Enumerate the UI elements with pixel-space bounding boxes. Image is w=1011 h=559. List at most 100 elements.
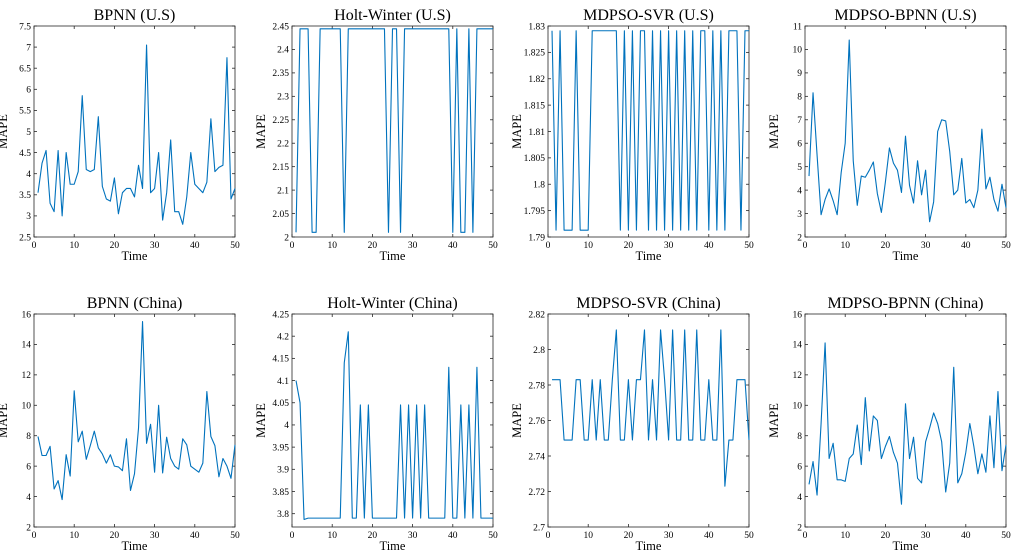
y-axis-label: MAPE [767,403,781,438]
chart-title: MDPSO-BPNN (China) [827,295,983,312]
y-tick-label: 2.82 [528,310,545,320]
y-tick-label: 2.05 [272,210,289,220]
y-axis-label: MAPE [0,114,10,149]
y-tick-label: 2.5 [19,233,31,243]
chart-title: MDPSO-BPNN (U.S) [834,7,976,24]
x-tick-label: 40 [190,531,200,541]
x-tick-label: 40 [190,241,200,251]
x-tick-label: 20 [881,531,891,541]
x-tick-label: 50 [230,531,240,541]
plot-frame [804,25,1007,238]
chart-title: BPNN (U.S) [94,7,176,24]
plot-frame [291,313,494,528]
plot-frame [291,25,494,238]
x-tick-label: 30 [150,531,160,541]
y-tick-label: 4 [797,493,802,503]
y-tick-label: 1.8 [533,181,545,191]
x-tick-label: 30 [408,241,418,251]
y-axis-label: MAPE [0,403,10,438]
x-tick-label: 50 [1001,531,1011,541]
chart-title: MDPSO-SVR (China) [576,295,720,312]
y-tick-label: 1.795 [524,207,546,217]
y-tick-label: 5 [797,163,802,173]
y-tick-label: 2.74 [528,452,545,462]
y-tick-label: 4.2 [277,332,289,342]
x-tick-label: 10 [840,241,850,251]
x-tick-label: 20 [110,241,120,251]
y-tick-label: 2 [797,523,802,533]
y-tick-label: 10 [793,402,803,412]
y-tick-label: 4 [797,186,802,196]
series-line [37,44,236,225]
y-tick-label: 3.95 [272,443,289,453]
x-tick-label: 10 [583,531,593,541]
y-tick-label: 4.25 [272,310,289,320]
y-tick-label: 6.5 [19,65,31,75]
x-tick-label: 50 [744,241,754,251]
x-tick-label: 20 [624,531,634,541]
y-tick-label: 3.85 [272,488,289,498]
y-tick-label: 6 [797,140,802,150]
y-tick-label: 2.1 [277,186,289,196]
x-axis-label: Time [636,539,662,553]
x-tick-label: 40 [448,531,458,541]
x-tick-label: 50 [1001,241,1011,251]
x-tick-label: 30 [408,531,418,541]
x-tick-label: 40 [961,241,971,251]
y-tick-label: 1.825 [524,49,546,59]
y-tick-label: 5 [26,128,31,138]
plot-frame [33,25,236,238]
x-tick-label: 20 [368,241,378,251]
x-tick-label: 50 [488,241,498,251]
x-tick-label: 0 [290,241,295,251]
x-axis-label: Time [380,539,406,553]
series-line [295,28,493,233]
y-tick-label: 2.78 [528,381,545,391]
y-tick-label: 14 [793,341,803,351]
y-axis-label: MAPE [254,403,268,438]
x-tick-label: 10 [327,241,337,251]
y-tick-label: 16 [22,310,32,320]
x-tick-label: 40 [704,241,714,251]
x-tick-label: 40 [448,241,458,251]
y-tick-label: 2.45 [272,22,289,32]
x-axis-label: Time [380,249,406,263]
plot-frame [33,313,236,528]
y-tick-label: 7 [797,116,802,126]
y-tick-label: 2 [26,523,31,533]
chart-panel-4: MDPSO-BPNN (U.S) 0 10 20 30 40 50 2 3 4 5 6 7 8 9 10 11 T… [767,7,1011,263]
chart-title: MDPSO-SVR (U.S) [583,7,714,24]
chart-title: Holt-Winter (China) [327,295,457,312]
series-line [808,342,1007,505]
y-tick-label: 2.2 [277,140,289,150]
y-tick-label: 6 [26,86,31,96]
x-axis-label: Time [893,249,919,263]
y-tick-label: 2.35 [272,69,289,79]
y-tick-label: 4 [284,421,289,431]
x-tick-label: 50 [744,531,754,541]
y-tick-label: 8 [26,432,31,442]
y-tick-label: 3 [26,212,31,222]
plot-frame [804,313,1007,528]
y-tick-label: 7 [26,43,31,53]
x-tick-label: 40 [704,531,714,541]
y-tick-label: 4.1 [277,377,289,387]
series-line [552,329,750,487]
y-tick-label: 3 [797,210,802,220]
x-tick-label: 10 [840,531,850,541]
series-line [808,39,1007,223]
chart-panel-7: MDPSO-SVR (China) 0 10 20 30 40 50 2.7 2.72 2.74 2… [510,295,754,553]
x-tick-label: 30 [664,241,674,251]
y-tick-label: 2.8 [533,346,545,356]
x-tick-label: 30 [150,241,160,251]
y-axis-label: MAPE [510,114,524,149]
y-axis-label: MAPE [254,114,268,149]
y-tick-label: 8 [797,93,802,103]
x-tick-label: 0 [290,531,295,541]
y-tick-label: 11 [793,22,802,32]
y-tick-label: 1.79 [528,233,545,243]
chart-title: Holt-Winter (U.S) [334,7,451,24]
y-tick-label: 4.05 [272,399,289,409]
x-tick-label: 50 [488,531,498,541]
